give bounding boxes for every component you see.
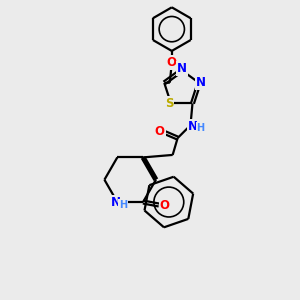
Text: H: H (196, 123, 205, 133)
Text: N: N (196, 76, 206, 89)
Text: N: N (111, 196, 121, 208)
Text: N: N (188, 120, 198, 133)
Text: O: O (155, 124, 165, 138)
Text: O: O (167, 56, 177, 69)
Text: H: H (119, 200, 127, 210)
Text: N: N (177, 62, 187, 75)
Text: O: O (160, 199, 170, 212)
Text: S: S (165, 97, 173, 110)
